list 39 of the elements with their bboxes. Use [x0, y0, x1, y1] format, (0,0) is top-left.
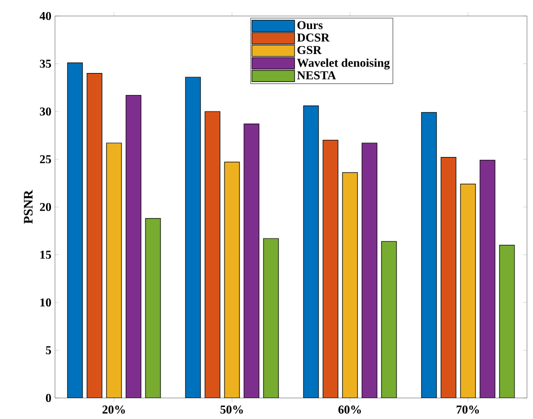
bar	[145, 218, 161, 398]
y-tick-label: 0	[46, 394, 52, 402]
y-tick-label: 15	[40, 250, 52, 259]
bar	[185, 76, 201, 398]
y-tick-label: 30	[40, 107, 52, 116]
bar	[499, 244, 515, 398]
x-tick-label: 50%	[220, 406, 243, 414]
bar	[460, 184, 476, 398]
y-tick-label: 10	[40, 298, 52, 307]
bar	[106, 142, 122, 398]
legend-label: DCSR	[297, 34, 330, 42]
legend-label: GSR	[297, 46, 322, 54]
y-tick-label: 5	[46, 346, 52, 354]
bar	[86, 72, 102, 398]
bar	[322, 140, 338, 398]
bar	[421, 112, 437, 398]
y-tick-label: 25	[40, 155, 52, 164]
bar	[263, 238, 279, 398]
bar	[303, 105, 319, 398]
bar	[126, 94, 142, 398]
bar	[224, 162, 240, 398]
bar	[362, 142, 378, 398]
bar	[342, 172, 358, 398]
legend-label: Ours	[297, 21, 323, 30]
bar	[480, 160, 496, 398]
y-tick-label: 35	[40, 60, 52, 68]
bar	[67, 62, 83, 398]
legend-label: Wavelet denoising	[297, 58, 390, 70]
bar	[244, 124, 260, 398]
legend-label: NESTA	[297, 71, 336, 80]
x-tick-label: 70%	[456, 406, 479, 414]
x-tick-label: 60%	[338, 406, 361, 414]
y-tick-label: 40	[40, 12, 52, 20]
bar	[204, 111, 220, 398]
y-tick-label: 20	[40, 202, 52, 212]
bar	[440, 157, 456, 398]
x-tick-label: 20%	[102, 406, 125, 414]
y-axis-title: PSNR	[24, 190, 33, 224]
bar	[381, 241, 397, 398]
